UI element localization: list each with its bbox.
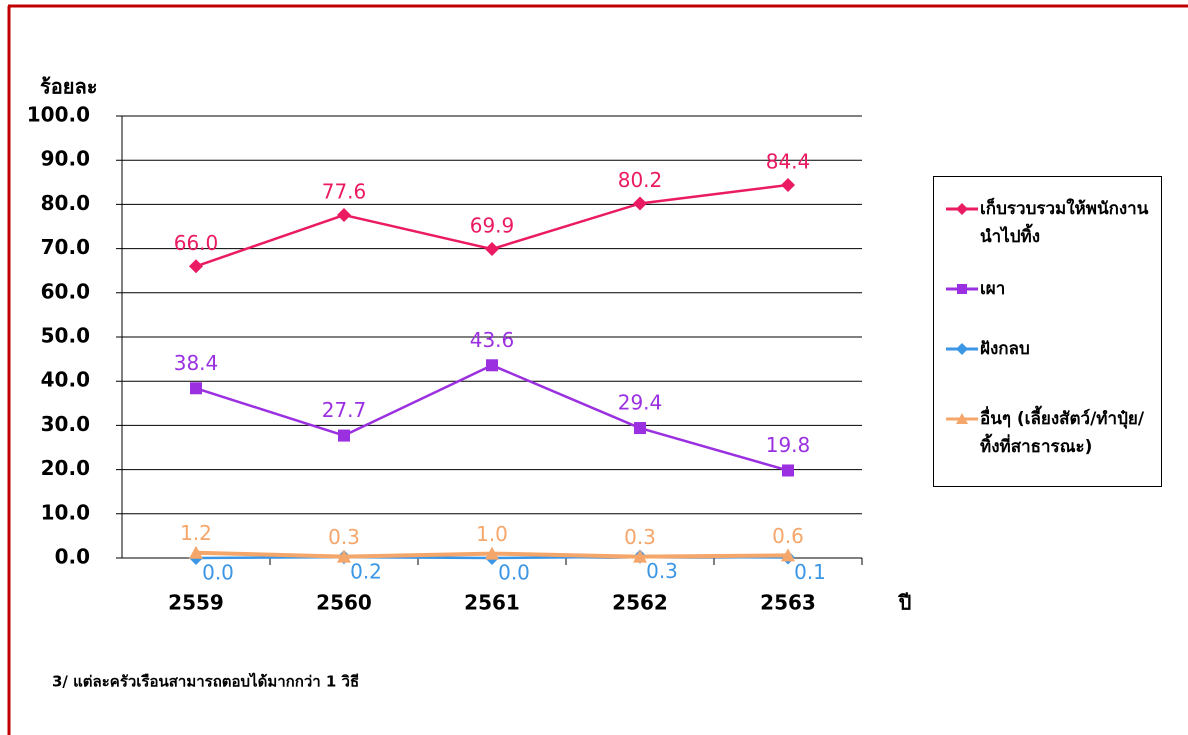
- x-axis-label: ปี: [897, 591, 911, 615]
- data-label: 27.7: [322, 398, 367, 422]
- y-tick-label: 20.0: [41, 456, 90, 480]
- legend-marker: [956, 413, 968, 424]
- point: [633, 549, 647, 563]
- point: [338, 429, 350, 442]
- point: [633, 196, 647, 211]
- data-label: 0.3: [646, 559, 678, 583]
- y-tick-label: 30.0: [41, 412, 90, 436]
- legend-label: เก็บรวบรวมให้พนักงานนำไปทิ้ง: [980, 199, 1149, 247]
- data-label: 77.6: [322, 180, 367, 204]
- point: [337, 208, 351, 223]
- point: [782, 464, 794, 477]
- y-tick-label: 100.0: [27, 103, 90, 127]
- point: [337, 549, 351, 563]
- legend-label: อื่นๆ (เลี้ยงสัตว์/ทำปุ๋ย/ทิ้งที่สาธารณะ…: [980, 409, 1145, 457]
- data-label: 38.4: [174, 351, 219, 375]
- y-tick-label: 90.0: [41, 147, 90, 171]
- legend-marker: [957, 284, 967, 294]
- data-label: 0.0: [498, 561, 530, 585]
- data-label: 84.4: [766, 149, 811, 173]
- footnote: 3/ แต่ละครัวเรือนสามารถตอบได้มากกว่า 1 ว…: [52, 672, 359, 691]
- x-tick-label: 2562: [612, 591, 668, 615]
- data-label: 29.4: [618, 391, 663, 415]
- data-label: 66.0: [174, 231, 219, 255]
- data-label: 0.3: [624, 525, 656, 549]
- x-tick-label: 2560: [316, 591, 372, 615]
- point: [485, 242, 499, 257]
- data-label: 1.2: [180, 521, 212, 545]
- legend-icon: [946, 343, 978, 355]
- y-tick-label: 70.0: [41, 235, 90, 259]
- data-label: 0.0: [202, 561, 234, 585]
- legend-icon: [946, 284, 978, 294]
- data-label: 19.8: [766, 433, 811, 457]
- data-label: 69.9: [470, 214, 515, 238]
- legend-marker: [956, 203, 968, 215]
- x-tick-label: 2559: [168, 591, 224, 615]
- y-axis-label: ร้อยละ: [40, 75, 97, 99]
- point: [190, 382, 202, 395]
- point: [486, 359, 498, 372]
- y-tick-label: 80.0: [41, 191, 90, 215]
- point: [189, 259, 203, 274]
- y-tick-label: 10.0: [41, 500, 90, 524]
- legend-entry: เผา: [944, 275, 1150, 303]
- x-tick-label: 2561: [464, 591, 520, 615]
- data-label: 0.3: [328, 525, 360, 549]
- point: [634, 422, 646, 435]
- data-label: 43.6: [470, 328, 515, 352]
- point: [781, 177, 795, 192]
- data-label: 1.0: [476, 522, 508, 546]
- x-tick-label: 2563: [760, 591, 816, 615]
- legend-entry: เก็บรวบรวมให้พนักงานนำไปทิ้ง: [944, 195, 1150, 251]
- y-tick-label: 0.0: [55, 545, 90, 569]
- point: [189, 545, 203, 559]
- data-label: 0.6: [772, 524, 804, 548]
- legend-entry: ฝังกลบ: [944, 335, 1150, 363]
- legend-icon: [946, 203, 978, 215]
- point: [781, 548, 795, 562]
- legend-label: เผา: [980, 279, 1006, 299]
- legend-icon: [946, 413, 978, 424]
- legend: เก็บรวบรวมให้พนักงานนำไปทิ้งเผาฝังกลบอื่…: [933, 176, 1162, 487]
- data-label: 0.2: [350, 560, 382, 584]
- data-label: 80.2: [618, 168, 663, 192]
- data-label: 0.1: [794, 560, 826, 584]
- legend-label: ฝังกลบ: [980, 339, 1030, 359]
- point: [485, 546, 499, 560]
- legend-marker: [956, 343, 968, 355]
- y-tick-label: 60.0: [41, 279, 90, 303]
- y-tick-label: 40.0: [41, 368, 90, 392]
- y-tick-label: 50.0: [41, 324, 90, 348]
- legend-entry: อื่นๆ (เลี้ยงสัตว์/ทำปุ๋ย/ทิ้งที่สาธารณะ…: [944, 405, 1150, 461]
